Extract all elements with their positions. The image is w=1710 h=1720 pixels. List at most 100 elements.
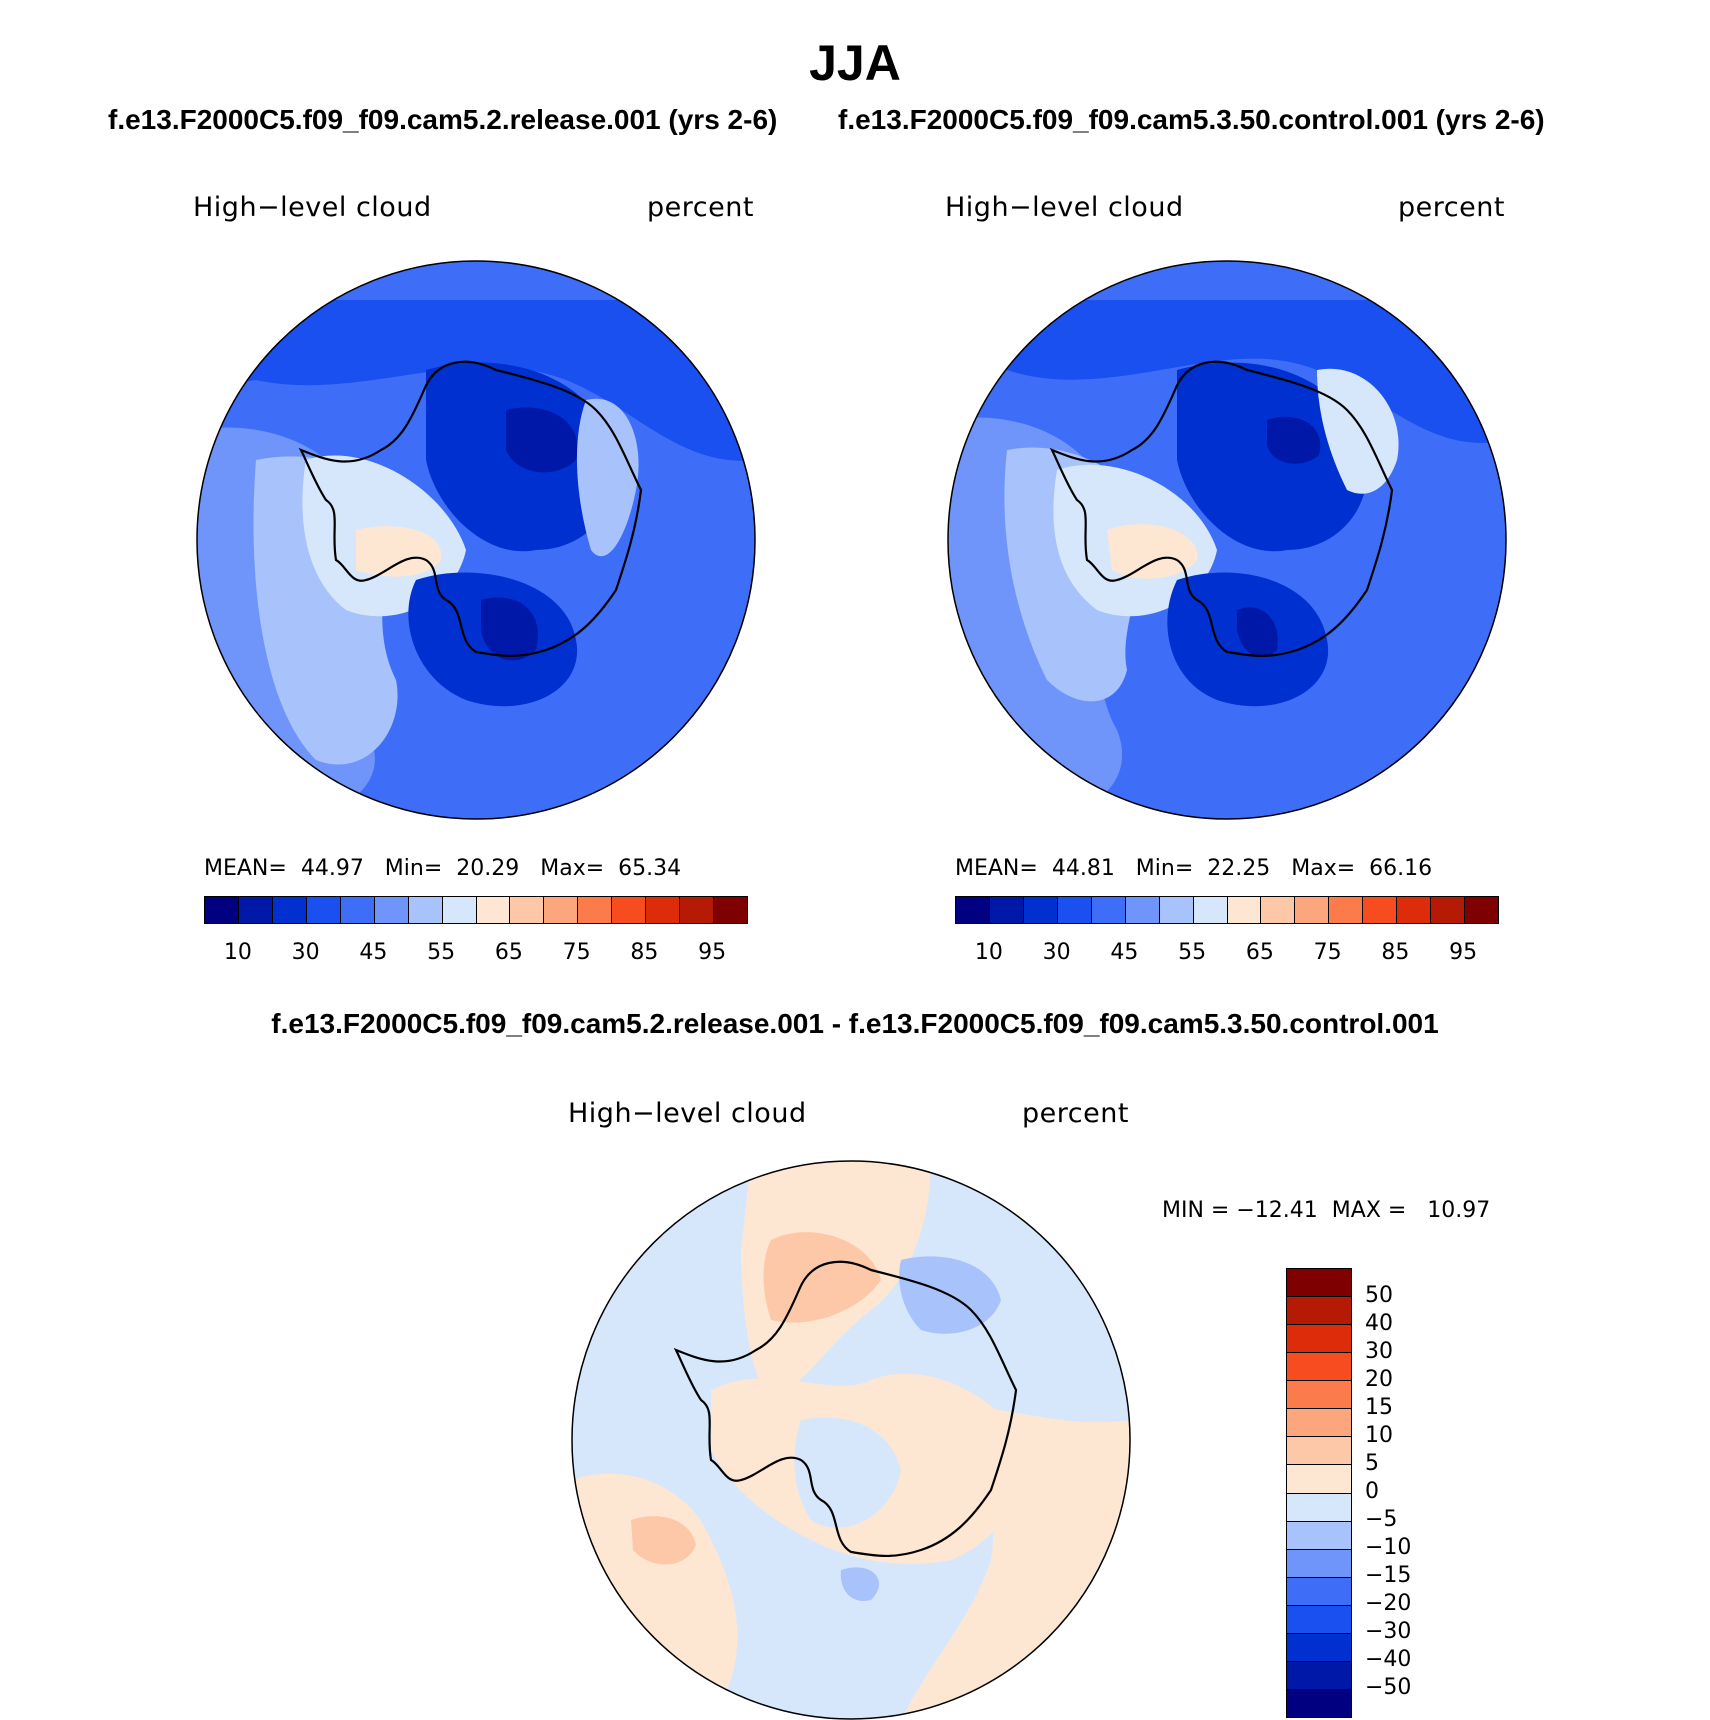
main-title: JJA [809,35,901,91]
colorbar-swatch [1287,1409,1351,1438]
colorbar-swatch [1287,1437,1351,1466]
colorbar-swatch [205,897,239,923]
case1-title: f.e13.F2000C5.f09_f09.cam5.2.release.001… [108,104,778,135]
colorbar-swatch [1287,1297,1351,1326]
colorbar-tick-label: −40 [1365,1647,1412,1672]
colorbar-swatch [510,897,545,923]
colorbar-tick-label: 10 [1365,1423,1393,1448]
panel2-colorbar [955,896,1499,924]
panel1-variable-label: High−level cloud [193,192,432,223]
difference-title: f.e13.F2000C5.f09_f09.cam5.2.release.001… [271,1008,1439,1039]
panel1-max-label: Max= [540,856,605,881]
panel1-mean-label: MEAN= [204,856,287,881]
colorbar-swatch [340,897,375,923]
panel1-field-band-north [197,300,755,461]
colorbar-tick-label: 55 [1178,940,1207,965]
panel1-field-highcloud-core [506,407,578,473]
panel2-mean-label: MEAN= [955,856,1038,881]
panel1-field-lowcloud-ross [576,398,639,557]
colorbar-swatch [238,897,273,923]
colorbar-swatch [1397,897,1432,923]
colorbar-swatch [680,897,715,923]
colorbar-tick-label: −30 [1365,1619,1412,1644]
panel1-antarctica-coastline [298,360,643,658]
colorbar-tick-label: 15 [1365,1395,1393,1420]
panel2-field-highcloud-east-core [1237,607,1278,658]
panel1-polar-map [196,260,756,820]
panel3-field-positive-southwest-core [631,1516,696,1565]
colorbar-swatch [1091,897,1126,923]
panel1-min-label: Min= [384,856,443,881]
panel3-polar-map [571,1160,1131,1720]
colorbar-tick-label: 50 [1365,1283,1393,1308]
colorbar-tick-label: −5 [1365,1507,1398,1532]
panel3-max-label: MAX = [1331,1198,1407,1223]
colorbar-swatch [408,897,443,923]
panel1-mean-value: 44.97 [300,856,364,881]
panel3-min-value: −12.41 [1236,1198,1318,1223]
panel2-mean-value: 44.81 [1051,856,1115,881]
colorbar-tick-label: 30 [291,940,320,965]
panel1-field-highcloud-east-core [481,597,538,661]
colorbar-swatch [1287,1689,1351,1717]
colorbar-swatch [612,897,647,923]
colorbar-swatch [1125,897,1160,923]
colorbar-swatch [1287,1605,1351,1634]
colorbar-swatch [1023,897,1058,923]
colorbar-swatch [1329,897,1364,923]
panel2-min-label: Min= [1135,856,1194,881]
panel1-max-value: 65.34 [618,856,682,881]
colorbar-swatch [1227,897,1262,923]
panel3-antarctica-coastline [673,1260,1018,1558]
colorbar-swatch [544,897,579,923]
colorbar-swatch [714,897,747,923]
panel1-field-minimum-region [356,526,442,577]
colorbar-swatch [476,897,511,923]
colorbar-swatch [1287,1633,1351,1662]
colorbar-swatch [1363,897,1398,923]
colorbar-swatch [1261,897,1296,923]
colorbar-swatch [1287,1493,1351,1522]
colorbar-swatch [1057,897,1092,923]
panel2-antarctica-coastline [1049,360,1394,658]
panel2-stats: MEAN= 44.81 Min= 22.25 Max= 66.16 [955,856,1432,881]
colorbar-swatch [442,897,477,923]
panel1-map-boundary [196,260,756,820]
panel1-colorbar [204,896,748,924]
colorbar-swatch [1287,1577,1351,1606]
colorbar-tick-label: 85 [630,940,659,965]
panel3-stats: MIN = −12.41 MAX = 10.97 [1162,1198,1490,1223]
colorbar-tick-label: 45 [1110,940,1139,965]
colorbar-swatch [272,897,307,923]
panel2-map-boundary [947,260,1507,820]
colorbar-swatch [1193,897,1228,923]
colorbar-swatch [989,897,1024,923]
panel2-variable-label: High−level cloud [945,192,1184,223]
panel2-field-highcloud-plateau [1177,362,1368,552]
colorbar-swatch [1287,1465,1351,1494]
colorbar-swatch [1431,897,1466,923]
colorbar-tick-label: −20 [1365,1591,1412,1616]
panel2-units-label: percent [1398,192,1505,223]
colorbar-tick-label: −15 [1365,1563,1412,1588]
colorbar-swatch [1295,897,1330,923]
colorbar-tick-label: 10 [223,940,252,965]
colorbar-swatch [1287,1521,1351,1550]
panel3-variable-label: High−level cloud [568,1098,807,1129]
colorbar-tick-label: 95 [1449,940,1478,965]
panel1-stats: MEAN= 44.97 Min= 20.29 Max= 65.34 [204,856,681,881]
panel3-colorbar [1286,1268,1352,1718]
colorbar-swatch [1287,1549,1351,1578]
colorbar-tick-label: 65 [494,940,523,965]
colorbar-tick-label: 55 [427,940,456,965]
colorbar-swatch [306,897,341,923]
panel2-polar-map [947,260,1507,820]
colorbar-tick-label: 20 [1365,1367,1393,1392]
colorbar-swatch [956,897,990,923]
panel1-units-label: percent [647,192,754,223]
colorbar-tick-label: 10 [974,940,1003,965]
colorbar-tick-label: 5 [1365,1451,1379,1476]
colorbar-swatch [374,897,409,923]
panel2-min-value: 22.25 [1207,856,1271,881]
panel3-field-negative-small [840,1567,880,1601]
